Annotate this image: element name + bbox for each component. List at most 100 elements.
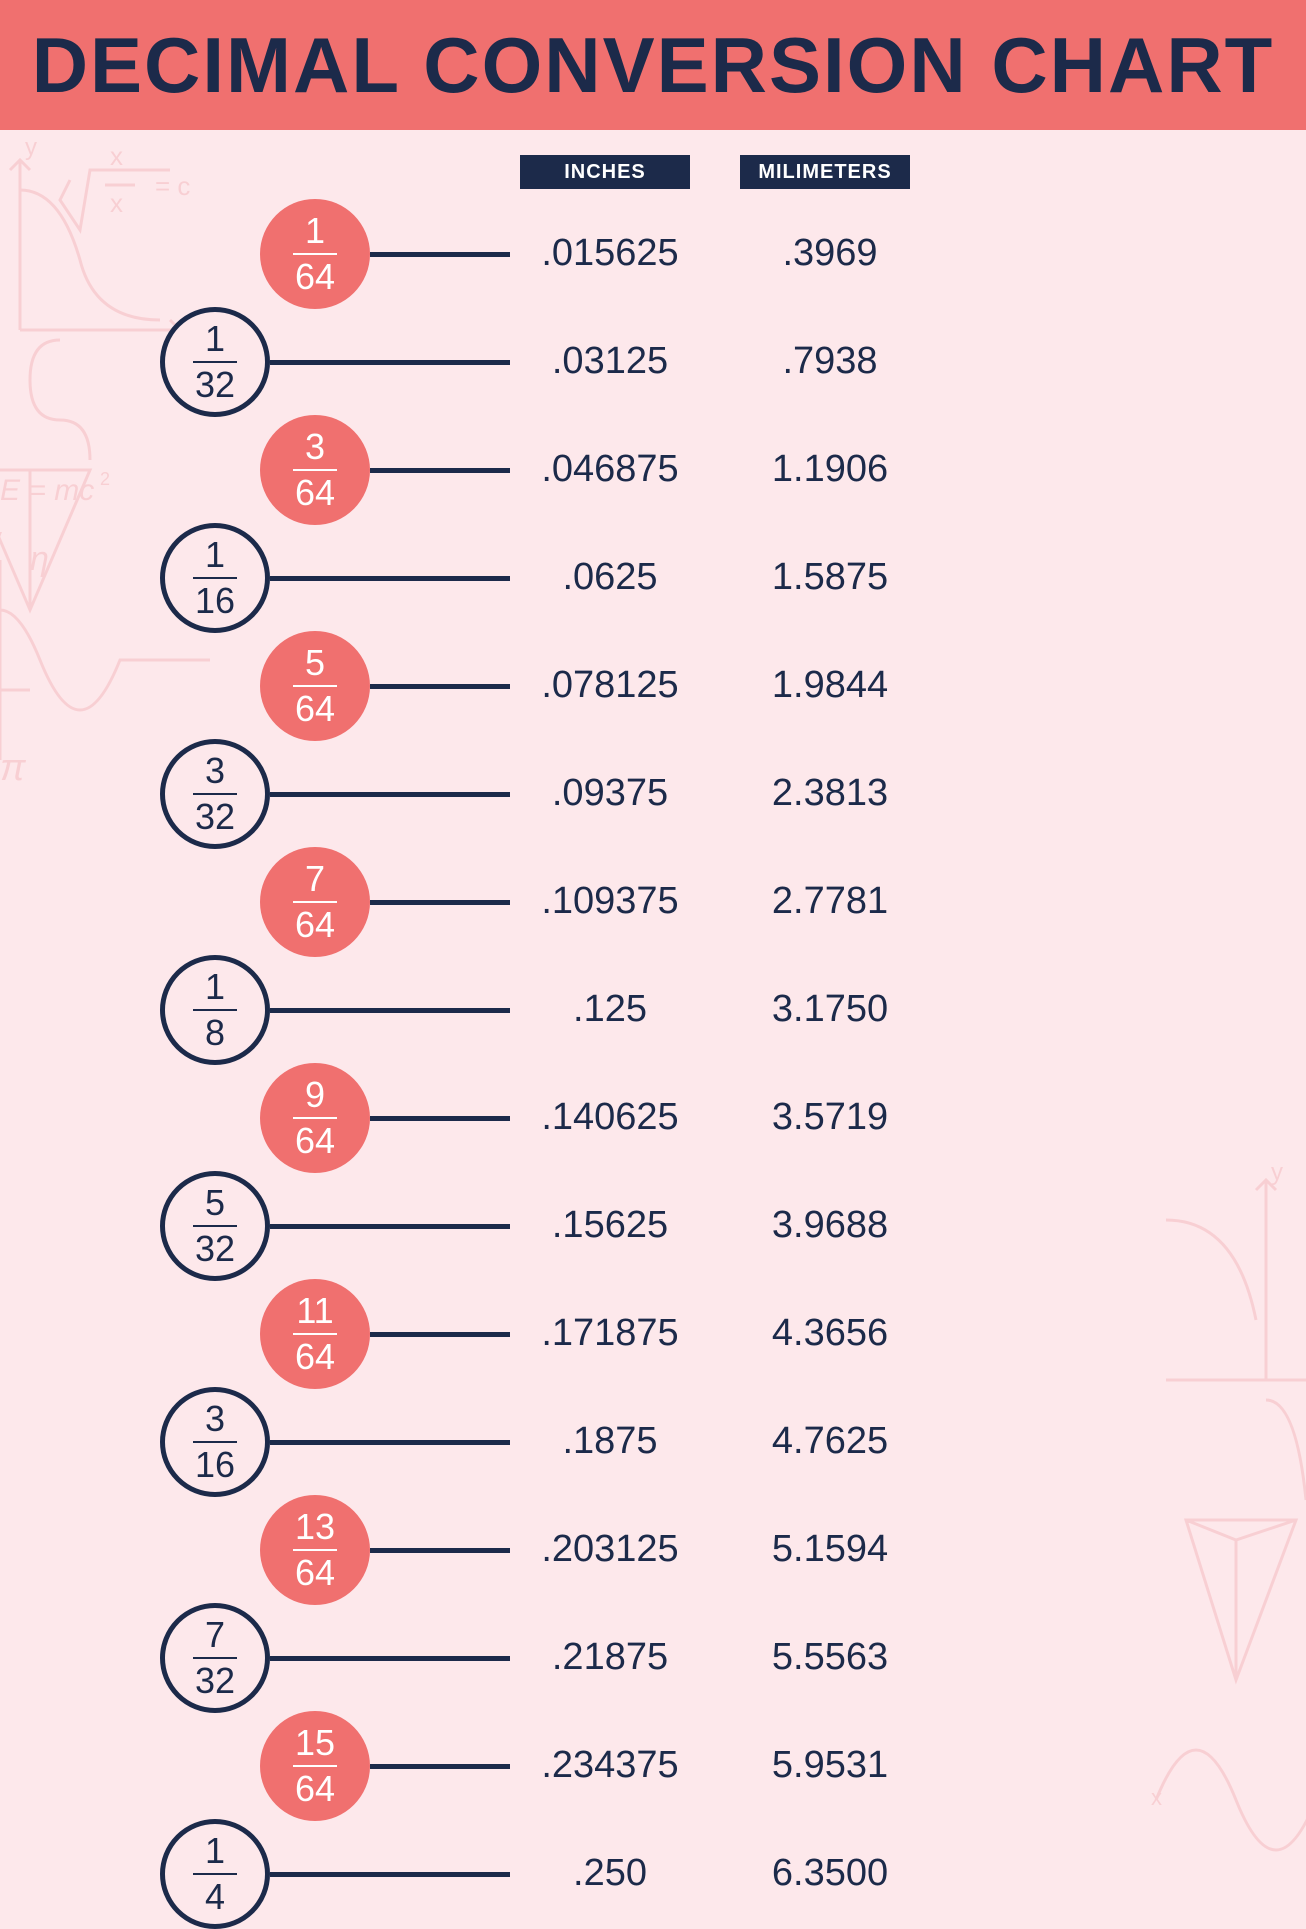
fraction-numerator: 5 xyxy=(205,1185,225,1221)
fraction-divider xyxy=(193,1225,237,1227)
connector-line xyxy=(270,576,510,581)
fraction-badge: 1164 xyxy=(260,1279,370,1389)
value-inches: .125 xyxy=(525,988,695,1031)
value-millimeters: 2.3813 xyxy=(745,772,915,815)
fraction-divider xyxy=(293,1333,337,1335)
fraction-denominator: 32 xyxy=(195,367,235,403)
value-inches: .140625 xyxy=(525,1096,695,1139)
connector-line xyxy=(270,1224,510,1229)
fraction-badge: 14 xyxy=(160,1819,270,1929)
fraction-numerator: 1 xyxy=(205,1833,225,1869)
fraction-numerator: 7 xyxy=(305,861,325,897)
fraction-badge: 964 xyxy=(260,1063,370,1173)
fraction-denominator: 64 xyxy=(295,691,335,727)
value-inches: .078125 xyxy=(525,664,695,707)
fraction-numerator: 11 xyxy=(296,1293,333,1329)
value-inches: .015625 xyxy=(525,232,695,275)
value-millimeters: 4.7625 xyxy=(745,1420,915,1463)
conversion-row: 1564.2343755.9531 xyxy=(0,1712,1306,1820)
fraction-denominator: 64 xyxy=(295,907,335,943)
value-millimeters: 1.9844 xyxy=(745,664,915,707)
fraction-badge: 564 xyxy=(260,631,370,741)
conversion-row: 116.06251.5875 xyxy=(0,524,1306,632)
fraction-badge: 316 xyxy=(160,1387,270,1497)
conversion-row: 964.1406253.5719 xyxy=(0,1064,1306,1172)
connector-line xyxy=(370,468,510,473)
fraction-numerator: 1 xyxy=(205,321,225,357)
connector-line xyxy=(270,360,510,365)
fraction-denominator: 64 xyxy=(295,475,335,511)
fraction-badge: 18 xyxy=(160,955,270,1065)
chart-rows: 164.015625.3969132.03125.7938364.0468751… xyxy=(0,200,1306,1928)
fraction-denominator: 64 xyxy=(295,1555,335,1591)
connector-line xyxy=(370,684,510,689)
value-millimeters: 5.5563 xyxy=(745,1636,915,1679)
fraction-badge: 732 xyxy=(160,1603,270,1713)
fraction-badge: 532 xyxy=(160,1171,270,1281)
fraction-divider xyxy=(293,253,337,255)
connector-line xyxy=(270,1656,510,1661)
fraction-denominator: 64 xyxy=(295,1123,335,1159)
fraction-divider xyxy=(193,1009,237,1011)
fraction-badge: 364 xyxy=(260,415,370,525)
conversion-row: 532.156253.9688 xyxy=(0,1172,1306,1280)
fraction-denominator: 32 xyxy=(195,1663,235,1699)
fraction-badge: 1564 xyxy=(260,1711,370,1821)
conversion-row: 14.2506.3500 xyxy=(0,1820,1306,1928)
fraction-divider xyxy=(193,577,237,579)
page-title: DECIMAL CONVERSION CHART xyxy=(32,21,1275,109)
fraction-divider xyxy=(193,793,237,795)
fraction-divider xyxy=(293,469,337,471)
value-millimeters: 5.1594 xyxy=(745,1528,915,1571)
fraction-numerator: 9 xyxy=(305,1077,325,1113)
connector-line xyxy=(370,252,510,257)
svg-text:= c: = c xyxy=(155,171,190,201)
svg-text:y: y xyxy=(25,134,37,161)
value-inches: .0625 xyxy=(525,556,695,599)
conversion-row: 164 .015625 .3969 xyxy=(0,200,1306,308)
fraction-divider xyxy=(293,685,337,687)
fraction-denominator: 32 xyxy=(195,799,235,835)
value-inches: .109375 xyxy=(525,880,695,923)
fraction-divider xyxy=(193,361,237,363)
value-millimeters: 3.1750 xyxy=(745,988,915,1031)
conversion-row: 316 .1875 4.7625 xyxy=(0,1388,1306,1496)
conversion-row: 18.1253.1750 xyxy=(0,956,1306,1064)
fraction-denominator: 16 xyxy=(195,583,235,619)
fraction-badge: 1364 xyxy=(260,1495,370,1605)
fraction-numerator: 13 xyxy=(295,1509,335,1545)
connector-line xyxy=(370,1332,510,1337)
value-inches: .250 xyxy=(525,1852,695,1895)
fraction-divider xyxy=(193,1873,237,1875)
column-headers: INCHES MILIMETERS xyxy=(520,155,910,189)
fraction-badge: 164 xyxy=(260,199,370,309)
fraction-denominator: 4 xyxy=(205,1879,225,1915)
conversion-row: 1364.2031255.1594 xyxy=(0,1496,1306,1604)
value-millimeters: 3.9688 xyxy=(745,1204,915,1247)
connector-line xyxy=(370,900,510,905)
value-inches: .1875 xyxy=(525,1420,695,1463)
connector-line xyxy=(270,1440,510,1445)
fraction-denominator: 16 xyxy=(195,1447,235,1483)
connector-line xyxy=(270,1008,510,1013)
value-millimeters: 4.3656 xyxy=(745,1312,915,1355)
fraction-numerator: 3 xyxy=(205,753,225,789)
value-inches: .203125 xyxy=(525,1528,695,1571)
value-inches: .15625 xyxy=(525,1204,695,1247)
fraction-denominator: 64 xyxy=(295,1771,335,1807)
fraction-denominator: 32 xyxy=(195,1231,235,1267)
fraction-badge: 132 xyxy=(160,307,270,417)
conversion-row: 732.218755.5563 xyxy=(0,1604,1306,1712)
fraction-divider xyxy=(293,901,337,903)
svg-text:x: x xyxy=(110,141,123,171)
fraction-divider xyxy=(293,1549,337,1551)
conversion-row: 1164.1718754.3656 xyxy=(0,1280,1306,1388)
fraction-divider xyxy=(293,1765,337,1767)
fraction-numerator: 1 xyxy=(205,969,225,1005)
value-millimeters: .3969 xyxy=(745,232,915,275)
value-millimeters: 6.3500 xyxy=(745,1852,915,1895)
fraction-divider xyxy=(193,1441,237,1443)
fraction-denominator: 8 xyxy=(205,1015,225,1051)
value-millimeters: 1.5875 xyxy=(745,556,915,599)
value-inches: .03125 xyxy=(525,340,695,383)
